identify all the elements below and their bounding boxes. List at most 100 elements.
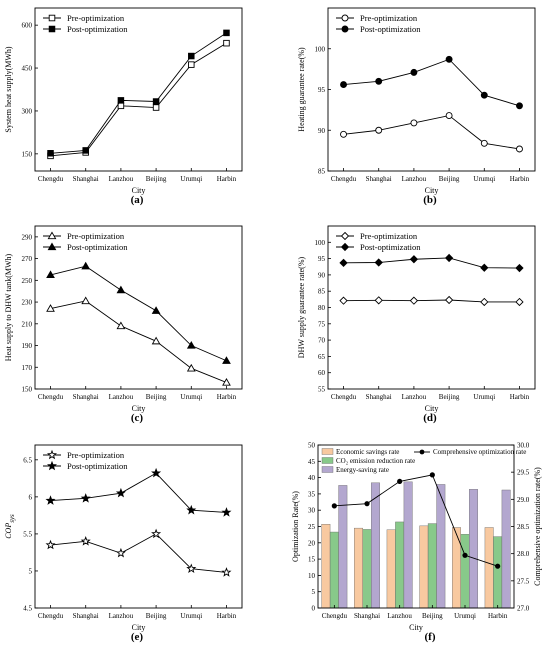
y-tick-label: 80 [318,304,326,312]
bar-co2 [395,521,405,609]
data-point [221,507,232,517]
data-point [186,363,196,372]
data-point [516,145,523,153]
legend-label: Energy-saving rate [336,466,389,474]
bar-energy [501,489,511,609]
bar-co2 [493,536,503,609]
data-point [409,255,419,264]
x-tick-label: Harbin [488,612,508,620]
data-point [515,297,524,307]
series-line-pre [50,533,227,573]
bar-energy [403,481,413,609]
x-tick-label: Urumqi [473,175,495,183]
x-tick-label: Harbin [217,175,237,183]
comprehensive-point [364,501,370,507]
x-tick-label: Lanzhou [109,175,134,183]
legend-label: Post-optimization [360,242,421,252]
y-right-tick-label: 27.0 [517,605,530,613]
x-axis-label: City [132,404,146,413]
legend-label: Post-optimization [360,24,421,34]
series-line-post [50,472,227,513]
data-point [151,336,161,345]
x-tick-label: Chengdu [331,393,357,401]
data-point [186,563,197,573]
data-point [116,285,126,294]
x-tick-label: Shanghai [366,393,392,401]
y-tick-label: 20 [308,539,316,547]
data-point [81,261,91,270]
x-tick-label: Urumqi [454,612,476,620]
y-tick-label: 5 [29,567,33,575]
x-tick-label: Chengdu [38,393,64,401]
data-point [223,29,230,37]
x-tick-label: Lanzhou [109,612,134,620]
y-tick-label: 0 [312,605,316,613]
data-point [340,130,347,138]
x-tick-label: Beijing [146,612,167,620]
series-line-post [50,32,227,154]
x-axis-label: City [425,404,439,413]
data-point [339,296,348,305]
x-tick-label: Chengdu [322,612,348,620]
data-point [340,81,347,89]
legend-marker [419,449,425,455]
data-point [480,297,489,307]
legend-label: Post-optimization [67,461,128,471]
y-tick-label: 270 [22,255,33,263]
x-axis-label: City [409,623,423,632]
bar-economic [419,525,429,609]
series-line-post [50,265,227,362]
y-tick-label: 600 [22,22,33,30]
legend-marker [341,14,349,22]
x-tick-label: Harbin [510,175,530,183]
data-point [445,112,453,120]
y-axis-label-main: COP [4,523,13,539]
y-tick-label: 25 [308,523,316,531]
legend-marker [340,242,350,252]
y-right-tick-label: 30.0 [517,442,530,450]
legend-label: Pre-optimization [67,450,125,460]
comprehensive-point [331,503,337,509]
data-point [46,270,55,279]
data-point [80,536,91,546]
y-axis-label: COPsys [4,514,16,539]
data-point [223,39,230,47]
data-point [480,263,489,272]
legend-marker [340,231,350,241]
y-tick-label: 95 [318,86,326,94]
y-tick-label: 6 [29,493,33,501]
bar-co2 [362,529,372,609]
panel-label: (b) [423,194,437,206]
x-tick-label: Harbin [217,393,237,401]
y-tick-label: 230 [22,299,33,307]
y-tick-label: 65 [318,353,326,361]
plot-frame [34,7,243,172]
bar-energy [338,485,348,609]
data-point [47,150,54,157]
legend-marker [48,25,56,33]
comprehensive-point [397,478,403,485]
y-axis-label: System heat supply(MWh) [4,46,13,133]
data-point [374,296,383,305]
x-tick-label: Shanghai [354,612,380,620]
panel-label: (c) [131,412,144,424]
y-right-tick-label: 28.0 [517,550,530,558]
data-point [115,547,126,558]
x-tick-label: Urumqi [473,393,495,401]
data-point [409,296,419,305]
series-line-post [343,58,520,107]
comprehensive-point [462,552,468,558]
x-tick-label: Shanghai [73,612,99,620]
x-tick-label: Urumqi [180,612,202,620]
data-point [186,504,197,515]
panel-d: 55 60 65 70 75 80 85 90 95 100 Chengdu Shanghai Lanz… [297,225,536,424]
y-tick-label: 210 [22,320,33,328]
y-axis-label: Heat supply to DHW tank(MWh) [4,253,13,361]
data-point [188,52,195,60]
bar-co2 [427,523,437,609]
legend-swatch [321,448,334,455]
data-point [339,258,348,267]
series-line-post [343,257,520,269]
data-point [444,295,454,305]
